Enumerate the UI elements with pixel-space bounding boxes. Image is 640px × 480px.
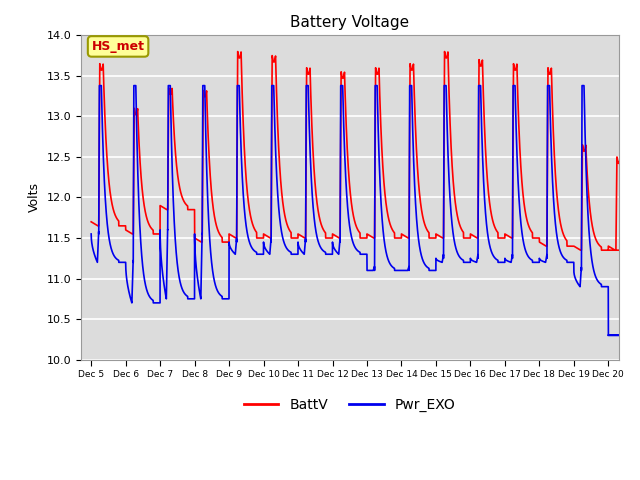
Title: Battery Voltage: Battery Voltage — [290, 15, 410, 30]
Pwr_EXO — [563, 257, 571, 263]
BattV — [504, 233, 512, 239]
BattV — [544, 136, 552, 142]
BattV — [87, 219, 95, 225]
Pwr_EXO — [544, 83, 552, 88]
Y-axis label: Volts: Volts — [28, 182, 41, 213]
Line: Pwr_EXO: Pwr_EXO — [91, 85, 640, 336]
Pwr_EXO — [428, 267, 436, 273]
BattV — [257, 235, 264, 241]
BattV — [418, 207, 426, 213]
BattV — [563, 238, 571, 243]
Pwr_EXO — [87, 231, 95, 237]
Text: HS_met: HS_met — [92, 40, 145, 53]
Pwr_EXO — [605, 333, 612, 338]
BattV — [577, 247, 584, 253]
Pwr_EXO — [418, 253, 426, 259]
Pwr_EXO — [605, 333, 612, 338]
Pwr_EXO — [95, 83, 103, 88]
BattV — [428, 235, 436, 241]
BattV — [234, 48, 241, 54]
Legend: BattV, Pwr_EXO: BattV, Pwr_EXO — [238, 392, 461, 418]
BattV — [605, 247, 612, 253]
Pwr_EXO — [504, 258, 512, 264]
Pwr_EXO — [257, 252, 264, 257]
Line: BattV: BattV — [91, 51, 640, 250]
